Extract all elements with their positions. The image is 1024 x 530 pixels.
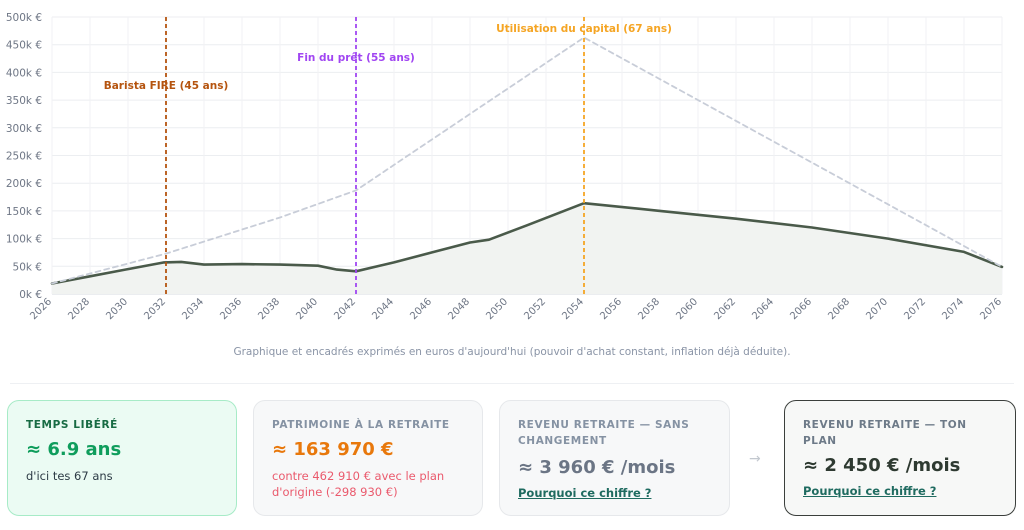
x-tick-label: 2064 <box>750 296 776 322</box>
free-time-value: ≈ 6.9 ans <box>26 439 122 460</box>
x-tick-label: 2050 <box>484 296 510 322</box>
wealth-value: ≈ 163 970 € <box>272 439 394 460</box>
x-tick-label: 2046 <box>408 296 434 322</box>
x-tick-label: 2074 <box>940 296 966 322</box>
x-tick-label: 2036 <box>218 296 244 322</box>
x-tick-label: 2032 <box>142 296 168 322</box>
x-tick-label: 2052 <box>522 296 548 322</box>
y-tick-label: 100k € <box>6 234 42 246</box>
series-area <box>52 203 1002 294</box>
income-plan-value: ≈ 2 450 € /mois <box>803 455 961 476</box>
new-plan-line <box>50 201 1004 285</box>
y-tick-label: 350k € <box>6 95 42 107</box>
x-tick-label: 2076 <box>978 296 1004 322</box>
x-tick-label: 2056 <box>598 296 624 322</box>
marker-label: Barista FIRE (45 ans) <box>104 80 229 92</box>
x-tick-label: 2034 <box>180 296 206 322</box>
divider <box>10 383 1014 384</box>
original-plan-line <box>51 36 1003 285</box>
y-tick-label: 400k € <box>6 67 42 79</box>
x-tick-label: 2072 <box>902 296 928 322</box>
income-unchanged-card: REVENU RETRAITE — SANS CHANGEMENT ≈ 3 96… <box>499 400 730 516</box>
chart-series <box>50 36 1004 294</box>
chart-markers: Barista FIRE (45 ans) Fin du prêt (55 ans… <box>104 17 672 294</box>
x-tick-label: 2048 <box>446 296 472 322</box>
x-tick-label: 2038 <box>256 296 282 322</box>
x-tick-label: 2044 <box>370 296 396 322</box>
x-tick-label: 2028 <box>66 296 92 322</box>
x-tick-label: 2062 <box>712 296 738 322</box>
x-tick-label: 2040 <box>294 296 320 322</box>
x-tick-label: 2058 <box>636 296 662 322</box>
marker-label: Utilisation du capital (67 ans) <box>496 23 672 35</box>
free-time-title: TEMPS LIBÉRÉ <box>26 419 118 431</box>
wealth-title: PATRIMOINE À LA RETRAITE <box>272 419 450 431</box>
y-tick-label: 300k € <box>6 123 42 135</box>
x-tick-label: 2054 <box>560 296 586 322</box>
y-tick-label: 50k € <box>13 261 42 273</box>
y-tick-label: 0k € <box>19 289 42 301</box>
income-unchanged-value: ≈ 3 960 € /mois <box>518 457 676 478</box>
x-tick-label: 2066 <box>788 296 814 322</box>
wealth-sub: contre 462 910 € avec le plan d'origine … <box>272 469 445 499</box>
wealth-chart: 0k € 50k € 100k € 150k € 200k € 250k € 300k € 3… <box>6 12 1004 322</box>
y-axis: 0k € 50k € 100k € 150k € 200k € 250k € 300k € 3… <box>6 12 42 301</box>
income-plan-why-link[interactable]: Pourquoi ce chiffre ? <box>803 484 937 498</box>
x-axis: 2026 2028 2030 2032 2034 2036 2038 2040 2042 2044… <box>28 293 1004 322</box>
income-plan-card: REVENU RETRAITE — TON PLAN ≈ 2 450 € /mo… <box>784 400 1016 516</box>
y-tick-label: 250k € <box>6 151 42 163</box>
free-time-card: TEMPS LIBÉRÉ ≈ 6.9 ans d'ici tes 67 ans <box>7 400 237 516</box>
arrow-right-icon: → <box>749 451 761 467</box>
x-tick-label: 2030 <box>104 296 130 322</box>
x-tick-label: 2070 <box>864 296 890 322</box>
income-unchanged-why-link[interactable]: Pourquoi ce chiffre ? <box>518 486 652 500</box>
x-tick-label: 2060 <box>674 296 700 322</box>
y-tick-label: 450k € <box>6 40 42 52</box>
y-tick-label: 150k € <box>6 206 42 218</box>
wealth-card: PATRIMOINE À LA RETRAITE ≈ 163 970 € con… <box>253 400 483 516</box>
income-plan-title: REVENU RETRAITE — TON PLAN <box>803 419 967 447</box>
y-tick-label: 200k € <box>6 178 42 190</box>
y-tick-label: 500k € <box>6 12 42 24</box>
x-tick-label: 2068 <box>826 296 852 322</box>
free-time-sub: d'ici tes 67 ans <box>26 469 113 483</box>
income-unchanged-title: REVENU RETRAITE — SANS CHANGEMENT <box>518 419 690 447</box>
marker-label: Fin du prêt (55 ans) <box>297 52 415 64</box>
x-tick-label: 2042 <box>332 296 358 322</box>
chart-caption: Graphique et encadrés exprimés en euros … <box>233 346 791 358</box>
